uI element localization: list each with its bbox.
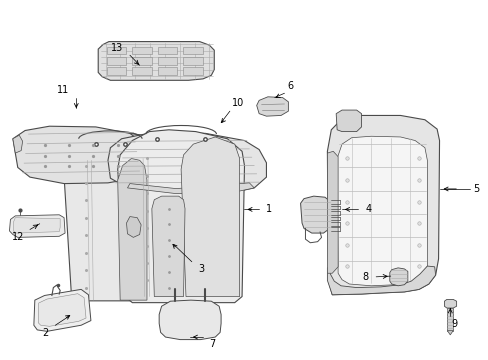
- Polygon shape: [327, 266, 435, 295]
- Polygon shape: [447, 308, 452, 330]
- Polygon shape: [64, 133, 154, 301]
- Bar: [158, 67, 177, 75]
- Polygon shape: [447, 330, 452, 335]
- Bar: [132, 46, 152, 54]
- Polygon shape: [256, 97, 288, 116]
- Polygon shape: [13, 126, 149, 184]
- Text: 1: 1: [266, 204, 272, 215]
- Polygon shape: [108, 133, 266, 194]
- Polygon shape: [389, 268, 407, 286]
- Text: 2: 2: [42, 328, 48, 338]
- Polygon shape: [118, 130, 244, 303]
- Polygon shape: [444, 300, 456, 308]
- Text: 6: 6: [287, 81, 293, 91]
- Text: 4: 4: [365, 204, 371, 215]
- Polygon shape: [152, 196, 184, 297]
- Text: 7: 7: [209, 338, 215, 348]
- Polygon shape: [127, 183, 254, 194]
- Text: 8: 8: [362, 272, 368, 282]
- Polygon shape: [13, 135, 22, 153]
- Polygon shape: [159, 300, 221, 339]
- Polygon shape: [335, 110, 361, 132]
- Text: 11: 11: [57, 85, 69, 95]
- Bar: [132, 67, 152, 75]
- Bar: [132, 57, 152, 64]
- Polygon shape: [13, 218, 60, 233]
- Text: 10: 10: [232, 98, 244, 108]
- Text: 3: 3: [198, 264, 204, 274]
- Polygon shape: [181, 137, 239, 297]
- Polygon shape: [9, 215, 65, 237]
- Polygon shape: [336, 136, 427, 286]
- Bar: [183, 57, 202, 64]
- Bar: [107, 57, 126, 64]
- Text: 5: 5: [473, 184, 479, 194]
- Polygon shape: [327, 151, 337, 273]
- Bar: [107, 67, 126, 75]
- Polygon shape: [34, 289, 91, 331]
- Bar: [158, 57, 177, 64]
- Polygon shape: [118, 158, 147, 300]
- Text: 12: 12: [12, 232, 24, 242]
- Bar: [158, 46, 177, 54]
- Text: 9: 9: [450, 319, 456, 329]
- Bar: [107, 46, 126, 54]
- Text: 13: 13: [111, 43, 123, 53]
- Polygon shape: [38, 294, 86, 326]
- Polygon shape: [300, 196, 330, 233]
- Polygon shape: [98, 41, 214, 80]
- Bar: [183, 46, 202, 54]
- Polygon shape: [327, 116, 439, 295]
- Bar: [183, 67, 202, 75]
- Polygon shape: [126, 217, 141, 237]
